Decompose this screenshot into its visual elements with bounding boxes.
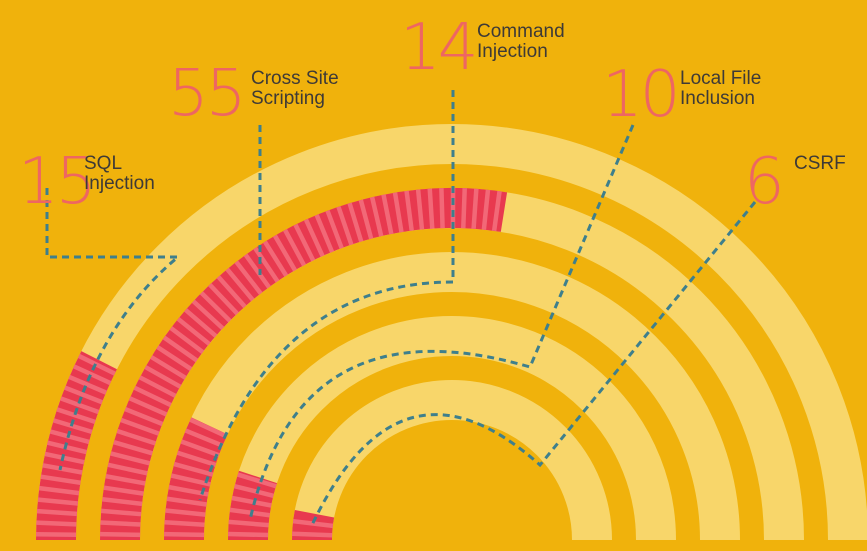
bar-stripe <box>100 534 140 535</box>
value-command-injection: 14 <box>400 16 475 80</box>
bar-stripe <box>164 534 204 535</box>
name-sql-injection: SQL Injection <box>84 154 155 194</box>
name-command-injection: Command Injection <box>477 22 565 62</box>
value-sql-injection: 15 <box>18 150 93 214</box>
bar-local-file-inclusion <box>228 475 276 540</box>
bar-stripe <box>100 523 140 525</box>
bar-stripe <box>474 189 477 229</box>
name-local-file-inclusion: Local File Inclusion <box>680 69 761 109</box>
bar-stripe <box>36 523 76 525</box>
bar-stripe <box>37 511 77 514</box>
bar-stripe <box>228 534 268 535</box>
value-local-file-inclusion: 10 <box>602 63 677 127</box>
bar-stripe <box>441 188 442 228</box>
bar-stripe <box>292 534 332 536</box>
bar-command-injection <box>164 420 227 540</box>
bar-stripe <box>430 189 433 229</box>
name-cross-site-scripting: Cross Site Scripting <box>251 69 339 109</box>
track-csrf <box>312 400 592 540</box>
bar-csrf <box>292 514 333 540</box>
bar-stripe <box>165 522 205 524</box>
value-csrf: 6 <box>744 150 782 214</box>
name-csrf: CSRF <box>794 154 846 174</box>
bar-stripe <box>36 534 76 535</box>
value-cross-site-scripting: 55 <box>168 62 243 126</box>
bar-fill-local-file-inclusion <box>248 477 258 540</box>
bar-stripe <box>463 188 464 228</box>
